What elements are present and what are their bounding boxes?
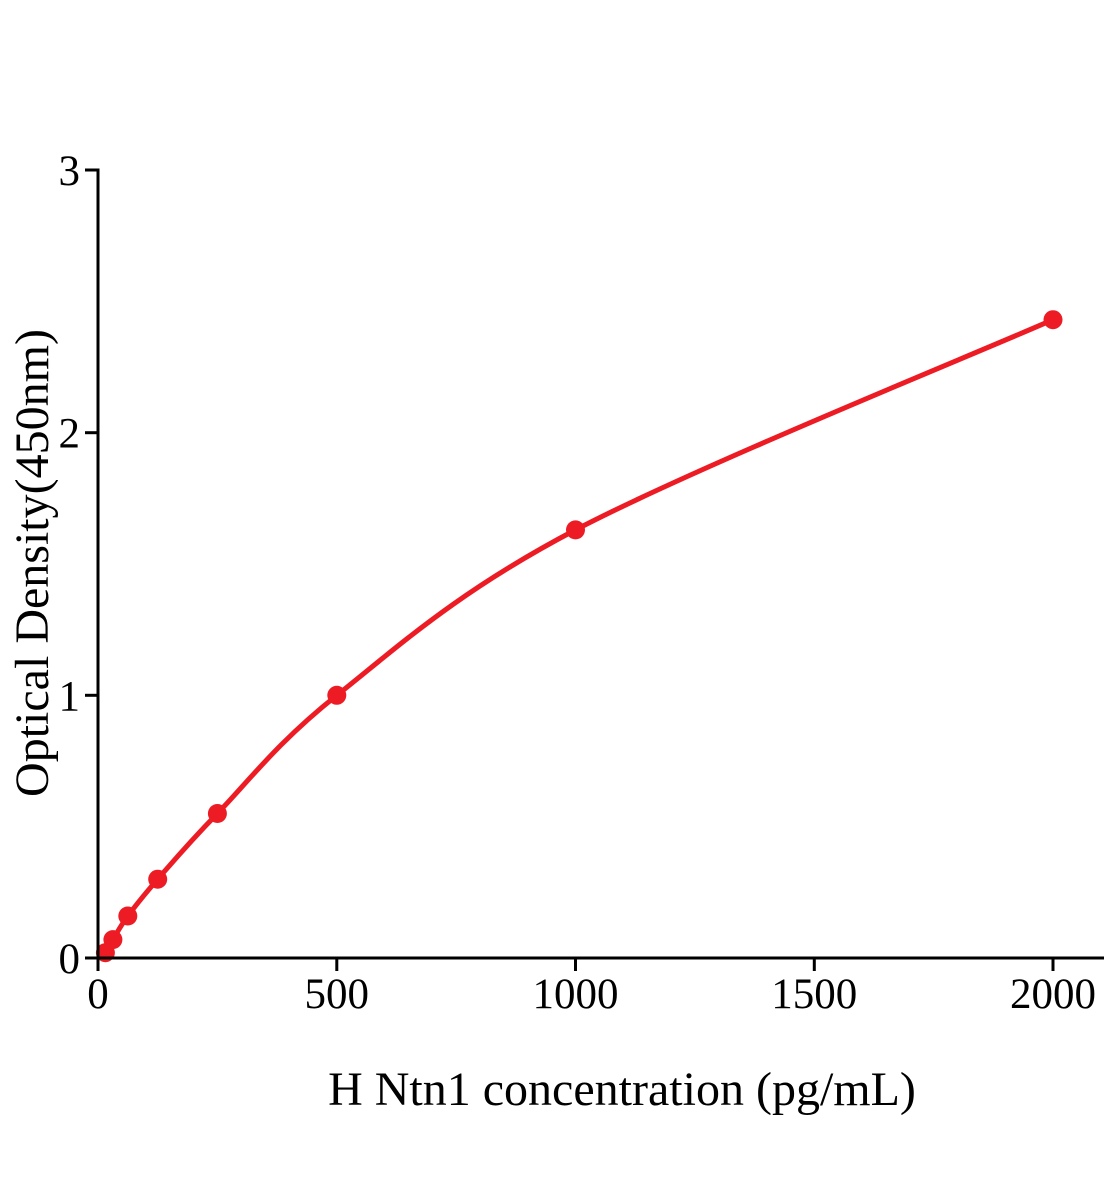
- data-point-marker: [118, 906, 138, 926]
- x-tick-label: 1000: [533, 971, 619, 1018]
- y-tick-label: 3: [59, 148, 81, 195]
- x-tick-label: 1500: [771, 971, 857, 1018]
- standard-curve-path: [102, 317, 1056, 956]
- y-axis-title: Optical Density(450nm): [6, 329, 59, 797]
- x-tick-label: 500: [305, 971, 370, 1018]
- x-tick-label: 2000: [1010, 971, 1096, 1018]
- data-point-marker: [148, 869, 168, 889]
- data-point-marker: [207, 804, 227, 823]
- data-point-marker: [103, 930, 123, 950]
- x-axis-title: H Ntn1 concentration (pg/mL): [328, 1063, 916, 1116]
- axes-layer: 0 500 1000 1500 2000 0 1 2 3: [59, 148, 1104, 1018]
- data-point-marker: [327, 685, 347, 705]
- x-tick-label: 0: [87, 971, 109, 1018]
- y-tick-label: 2: [59, 411, 81, 458]
- y-tick-label: 1: [59, 673, 81, 720]
- y-tick-label: 0: [59, 936, 81, 983]
- data-point-marker: [1043, 310, 1063, 330]
- series-layer: [95, 310, 1063, 963]
- data-point-marker: [566, 520, 585, 540]
